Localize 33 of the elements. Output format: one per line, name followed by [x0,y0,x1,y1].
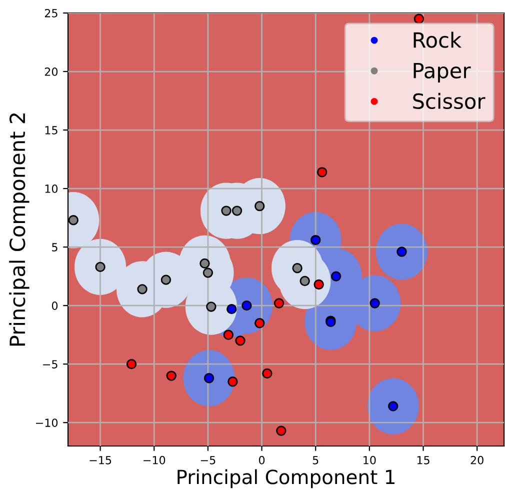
point [262,368,272,379]
y-axis-title: Principal Component 2 [9,113,30,346]
y-tick-label: 5 [52,243,58,252]
point [235,336,246,346]
point [414,14,424,24]
y-tick-label: 0 [52,302,58,310]
point [166,370,176,381]
legend-label: Rock [414,32,462,48]
point [274,298,284,308]
y-tick-label: −10 [36,418,58,427]
point [223,330,234,340]
point [314,279,324,290]
legend-label: Paper [414,62,471,82]
point [126,358,137,370]
x-tick-label: 5 [312,456,318,464]
point [316,167,328,178]
x-tick-label: −10 [144,456,166,464]
y-tick-label: 10 [45,184,58,193]
x-axis-title: Principal Component 1 [178,469,394,488]
x-tick-label: 10 [364,456,376,464]
x-tick-label: −15 [90,456,112,464]
x-tick-label: 0 [258,456,265,464]
x-tick-label: 20 [470,456,484,464]
y-tick-label: −5 [43,360,58,368]
x-tick-label: −5 [200,456,216,464]
y-tick-label: 20 [44,67,58,76]
legend-label: Scissor [413,92,486,110]
point [228,376,238,387]
x-tick-label: 15 [417,456,430,464]
y-tick-label: 25 [44,8,58,18]
y-tick-label: 15 [45,126,58,134]
point [276,426,286,436]
point [254,318,265,328]
